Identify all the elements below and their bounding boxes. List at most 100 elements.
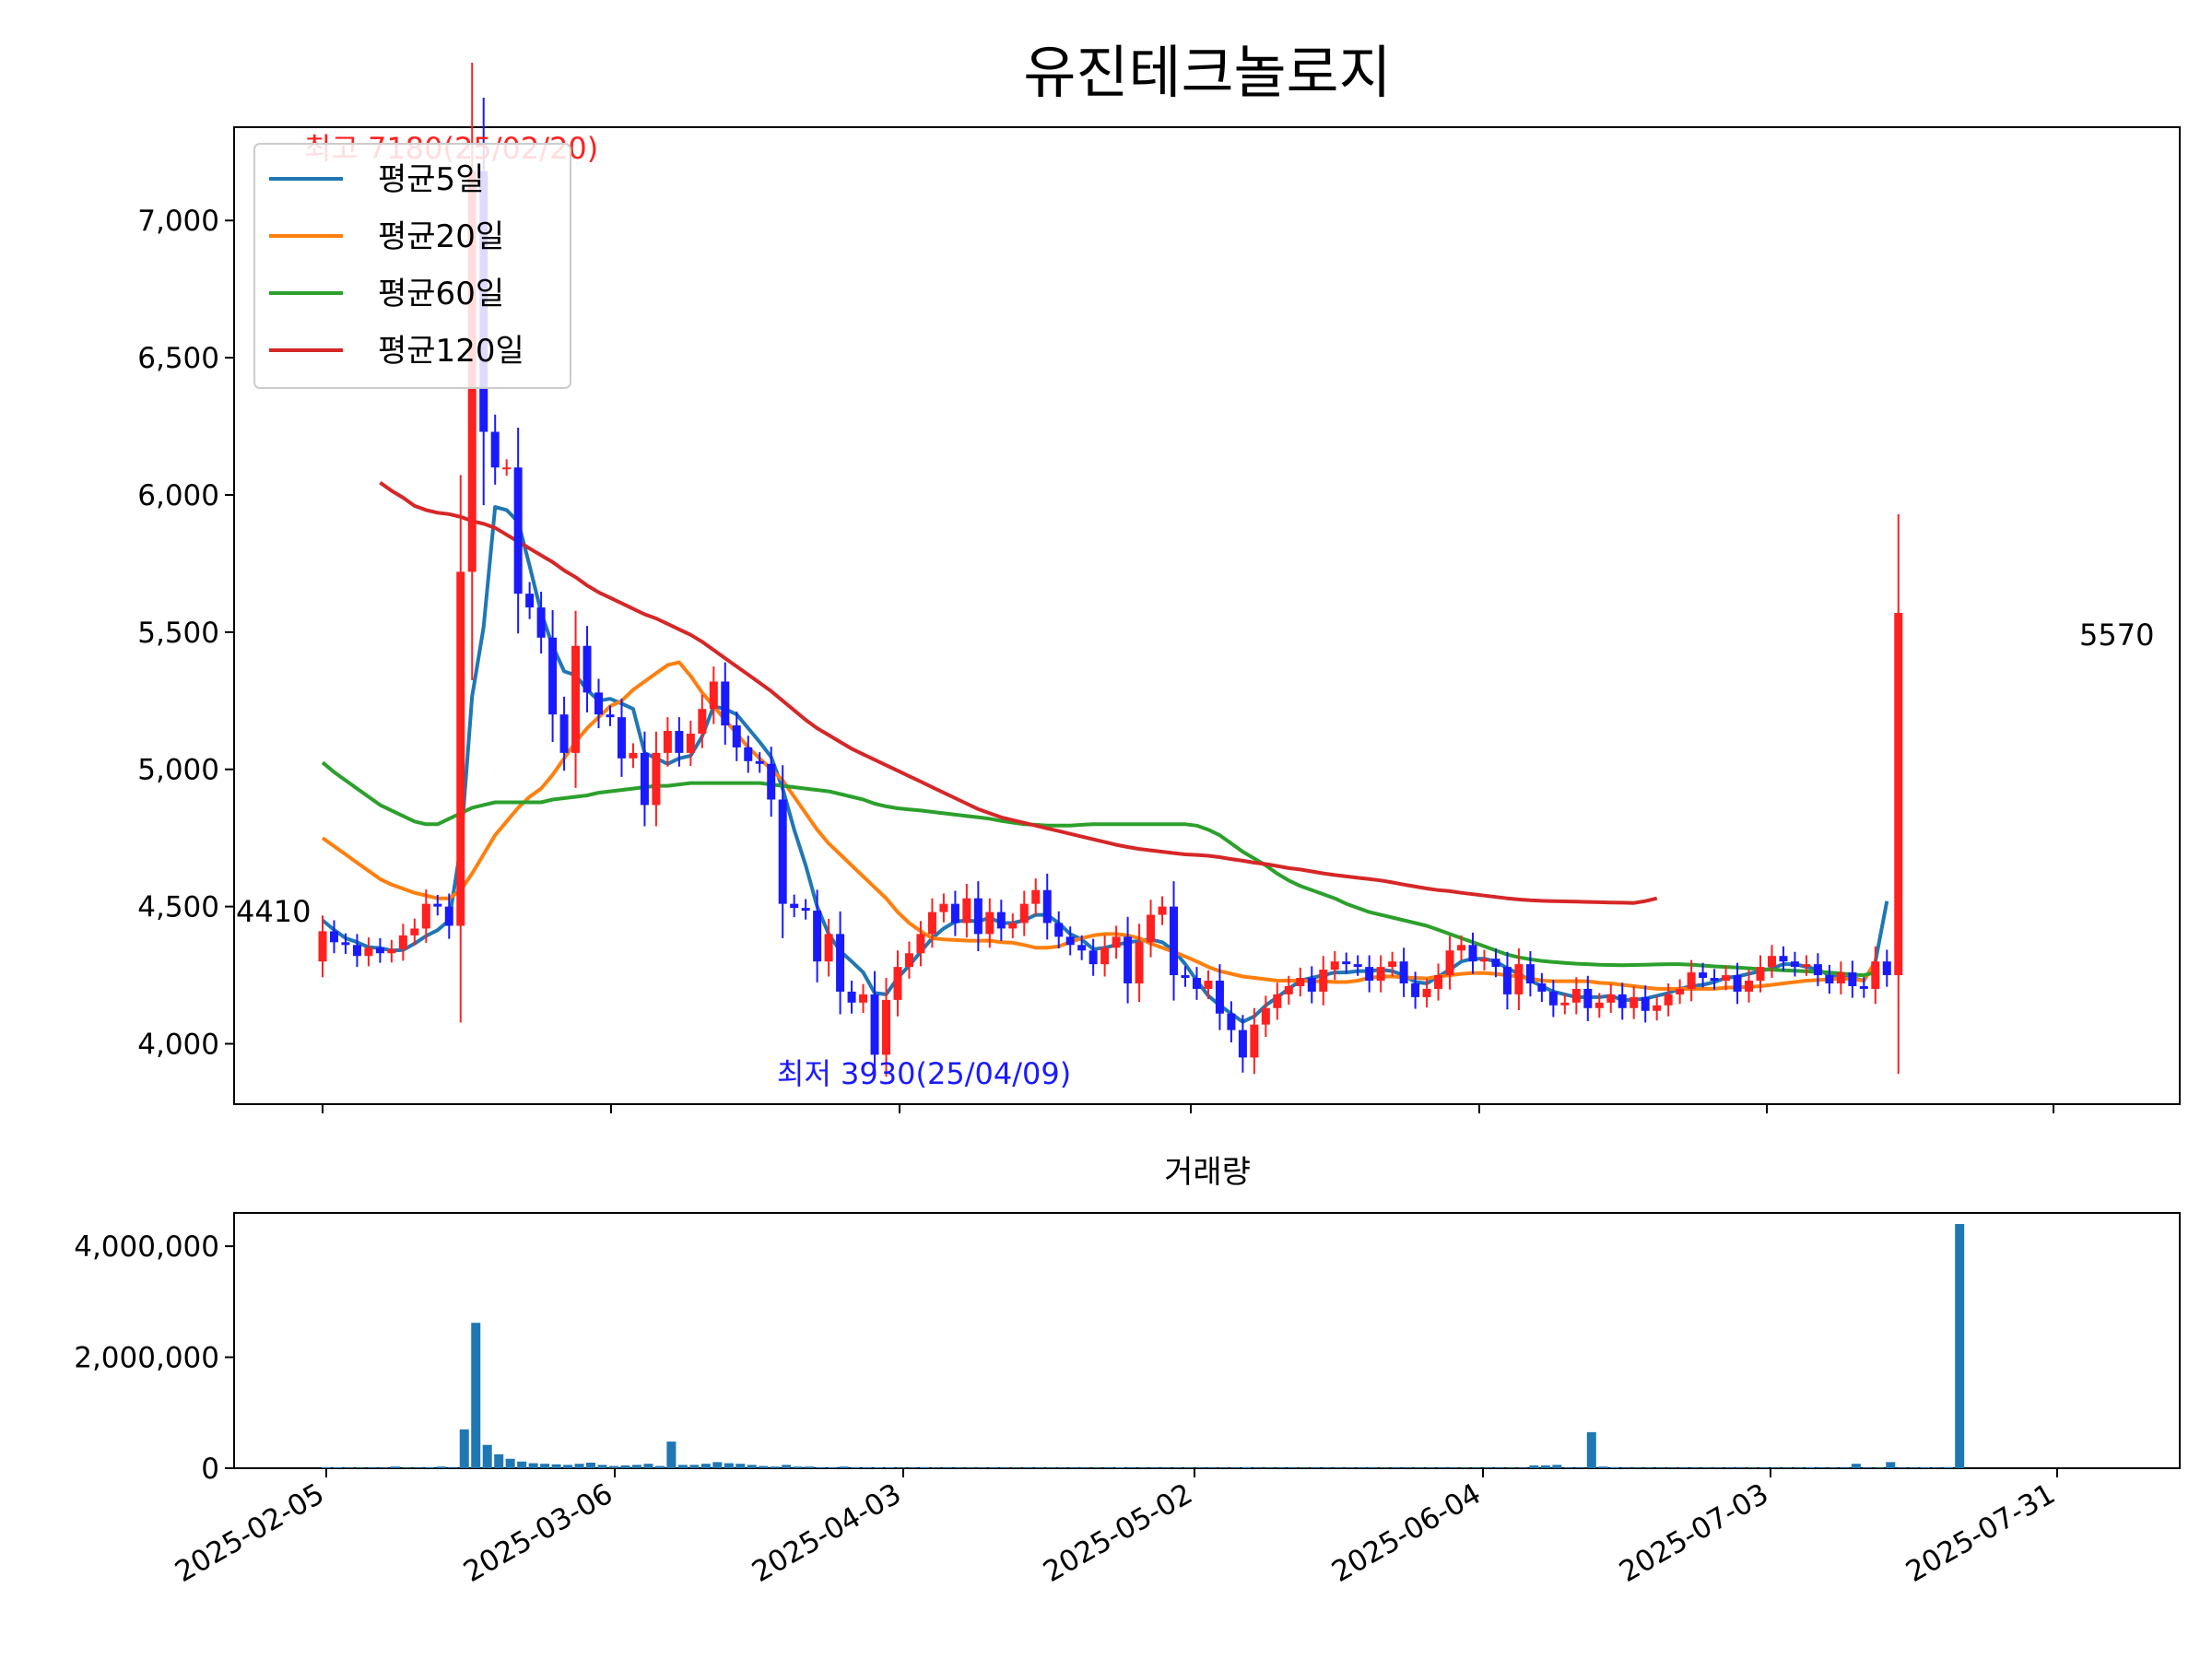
volume-bar xyxy=(1206,1467,1217,1468)
volume-bar xyxy=(505,1458,515,1468)
volume-bar xyxy=(1540,1465,1550,1468)
candle-body xyxy=(1434,975,1443,989)
price-y-tick-label: 6,500 xyxy=(137,342,219,375)
volume-bar xyxy=(1506,1467,1516,1468)
volume-bar xyxy=(1449,1467,1459,1468)
candle-body xyxy=(1848,972,1857,986)
candle-body xyxy=(1112,936,1121,948)
candle-body xyxy=(1514,964,1524,994)
x-tick-label: 2025-02-05 xyxy=(170,1477,330,1589)
candle-body xyxy=(721,681,730,726)
x-tick-label: 2025-07-03 xyxy=(1614,1477,1774,1589)
volume-bar xyxy=(919,1466,929,1468)
volume-bar xyxy=(1701,1467,1712,1468)
price-y-tick-label: 4,000 xyxy=(137,1028,219,1061)
volume-bar xyxy=(1069,1467,1079,1468)
candle-body xyxy=(1135,942,1144,983)
volume-bar xyxy=(1690,1467,1700,1468)
volume-bar xyxy=(436,1466,446,1468)
candle-body xyxy=(582,645,592,693)
volume-bar xyxy=(1863,1467,1873,1468)
volume-bar xyxy=(1632,1467,1642,1468)
candle-body xyxy=(548,637,558,715)
candle-body xyxy=(1859,985,1868,989)
volume-bar xyxy=(1368,1467,1378,1468)
candle-body xyxy=(1088,950,1098,965)
candle-body xyxy=(1525,964,1535,983)
volume-bar xyxy=(885,1467,895,1468)
candle-body xyxy=(1606,994,1616,1003)
volume-bar xyxy=(759,1465,769,1468)
candle-body xyxy=(1399,961,1408,983)
candle-body xyxy=(1250,1024,1259,1058)
candle-body xyxy=(1124,936,1133,983)
volume-bar xyxy=(1322,1467,1332,1468)
candle-body xyxy=(1825,975,1834,983)
volume-bar xyxy=(1403,1467,1413,1468)
price-y-tick-label: 7,000 xyxy=(137,205,219,238)
candle-body xyxy=(1204,981,1213,989)
volume-bar xyxy=(770,1466,780,1468)
volume-bar xyxy=(908,1467,918,1468)
volume-bar xyxy=(322,1466,331,1468)
ma-line-평균60일 xyxy=(321,760,1877,978)
volume-bar xyxy=(1747,1467,1758,1468)
candle-body xyxy=(1871,961,1880,989)
volume-bar xyxy=(1241,1466,1252,1468)
candle-body xyxy=(1238,1030,1247,1058)
volume-bar xyxy=(1391,1467,1401,1468)
volume-bar xyxy=(1230,1467,1240,1468)
candle-body xyxy=(1653,1005,1662,1011)
candle-body xyxy=(421,903,430,929)
volume-y-tick-label: 2,000,000 xyxy=(74,1342,219,1375)
legend-label: 평균60일 xyxy=(378,276,504,312)
price-y-tick-label: 5,000 xyxy=(137,754,219,787)
ma-line-평균20일 xyxy=(321,660,1877,991)
candle-body xyxy=(1319,970,1328,992)
volume-bar xyxy=(643,1464,653,1468)
candle-body xyxy=(1710,978,1719,982)
volume-y-tick-label: 4,000,000 xyxy=(74,1230,219,1264)
volume-bar xyxy=(747,1465,757,1468)
candle-body xyxy=(1468,945,1477,962)
candle-body xyxy=(732,725,741,747)
volume-bar xyxy=(379,1467,389,1468)
volume-bar xyxy=(782,1465,792,1468)
volume-bar xyxy=(1621,1467,1631,1468)
volume-bar xyxy=(1552,1465,1562,1468)
volume-bar xyxy=(700,1464,711,1468)
candle-body xyxy=(1170,906,1179,976)
volume-bar xyxy=(425,1466,435,1468)
volume-bar xyxy=(631,1465,641,1468)
candle-body xyxy=(1353,964,1362,968)
volume-bar xyxy=(805,1466,815,1468)
candle-body xyxy=(1767,956,1776,968)
volume-bar xyxy=(1713,1467,1724,1468)
candle-body xyxy=(571,645,581,753)
volume-bar xyxy=(1288,1467,1298,1468)
volume-bar xyxy=(897,1467,906,1468)
volume-bar xyxy=(677,1465,688,1468)
volume-bar xyxy=(517,1461,527,1468)
volume-bar xyxy=(1586,1431,1596,1468)
volume-bar xyxy=(1080,1467,1090,1468)
volume-bar xyxy=(988,1467,998,1468)
candle-body xyxy=(594,692,604,715)
volume-bar xyxy=(1644,1467,1654,1468)
candle-body xyxy=(1077,945,1087,951)
chart-title: 유진테크놀로지 xyxy=(1023,39,1391,106)
candle-body xyxy=(996,912,1006,929)
volume-bar xyxy=(609,1465,618,1468)
volume-bar xyxy=(1575,1467,1585,1468)
volume-bar xyxy=(1609,1466,1619,1468)
ma-line-평균120일 xyxy=(379,480,1658,905)
candle-body xyxy=(744,747,753,761)
volume-bar xyxy=(1103,1467,1113,1468)
volume-bar xyxy=(333,1467,343,1468)
volume-bar xyxy=(1782,1467,1792,1468)
volume-bar xyxy=(1057,1467,1067,1468)
candle-body xyxy=(1571,988,1581,1003)
volume-bar xyxy=(1195,1467,1206,1468)
candle-body xyxy=(1457,945,1466,951)
